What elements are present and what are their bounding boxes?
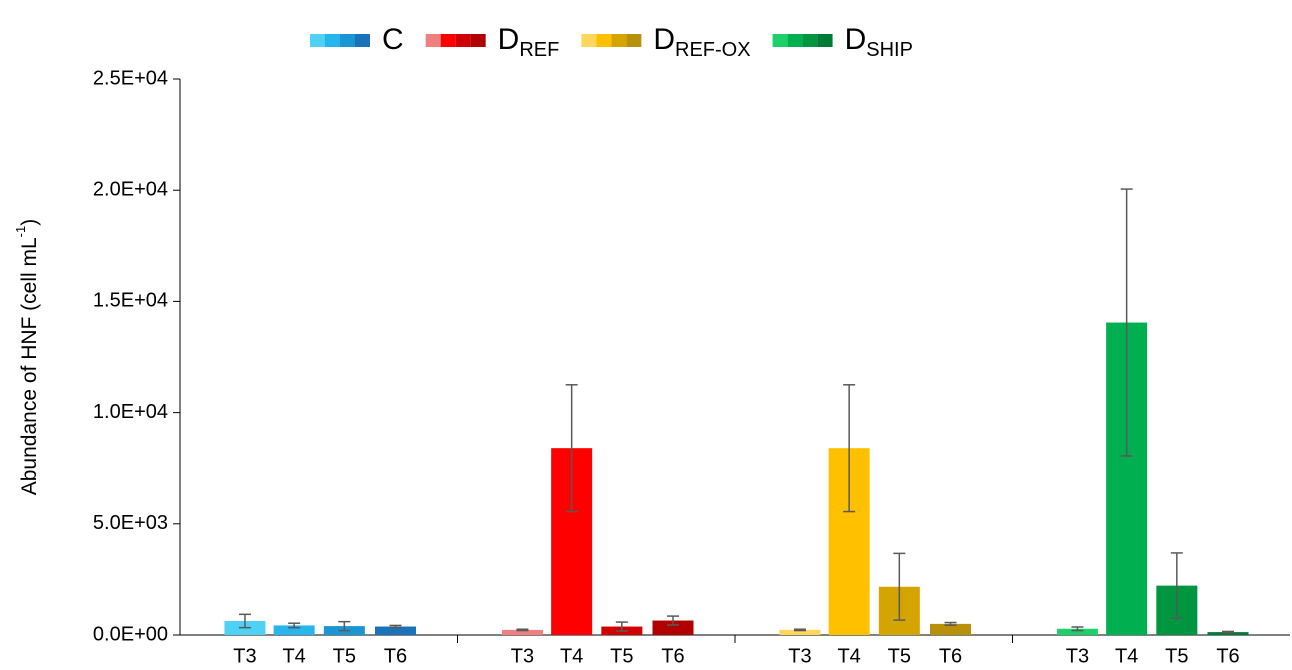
y-tick-label: 0.0E+00 [93, 623, 168, 645]
x-tick-label: T5 [333, 645, 356, 667]
y-tick-label: 5.0E+03 [93, 512, 168, 534]
legend-swatch [425, 34, 441, 47]
y-tick-label: 1.5E+04 [93, 290, 168, 312]
x-tick-label: T4 [837, 645, 860, 667]
legend-swatch [470, 34, 486, 47]
y-axis-label: Abundance of HNF (cell mL-1) [13, 219, 40, 496]
x-tick-label: T5 [610, 645, 633, 667]
legend-swatch [440, 34, 456, 47]
legend-swatch [611, 34, 627, 47]
legend-label: DREF-OX [653, 23, 750, 61]
x-tick-label: T3 [1066, 645, 1089, 667]
x-tick-label: T3 [511, 645, 534, 667]
y-label-suffix: ) [18, 219, 41, 226]
x-tick-label: T5 [1165, 645, 1188, 667]
legend-name: C [382, 23, 404, 56]
bar [930, 623, 972, 635]
x-tick-label: T3 [788, 645, 811, 667]
y-label-superscript: -1 [13, 226, 28, 238]
x-tick-label: T4 [282, 645, 305, 667]
legend-name: D [845, 23, 867, 56]
legend-swatch [455, 34, 471, 47]
legend-swatch [596, 34, 612, 47]
x-tick-label: T6 [939, 645, 962, 667]
legend-swatch [581, 34, 597, 47]
bar [1207, 632, 1249, 635]
bar [652, 620, 694, 635]
y-tick-label: 2.5E+04 [93, 67, 168, 89]
legend-swatch [817, 34, 833, 47]
legend-subscript: REF-OX [675, 39, 751, 61]
x-tick-label: T6 [384, 645, 407, 667]
legend-swatch [340, 34, 355, 47]
bar [375, 626, 417, 635]
x-tick-label: T3 [233, 645, 256, 667]
legend-name: D [498, 23, 520, 56]
bar [273, 625, 315, 635]
legend-label: DREF [498, 23, 560, 61]
x-tick-label: T6 [661, 645, 684, 667]
legend-subscript: REF [519, 39, 559, 61]
bar [501, 629, 543, 635]
y-tick-label: 1.0E+04 [93, 401, 168, 423]
legend-label: DSHIP [845, 23, 913, 61]
y-tick-label: 2.0E+04 [93, 178, 168, 200]
legend-label: C [382, 23, 404, 56]
legend-swatch [772, 34, 788, 47]
bar [779, 629, 821, 635]
legend-swatch [310, 34, 325, 47]
legend-swatch [325, 34, 340, 47]
x-tick-label: T6 [1216, 645, 1239, 667]
bar [1056, 628, 1098, 635]
legend-swatch [355, 34, 370, 47]
legend-swatch [787, 34, 803, 47]
legend-swatch [626, 34, 642, 47]
legend-swatch [802, 34, 818, 47]
legend-name: D [653, 23, 675, 56]
legend-subscript: SHIP [866, 39, 913, 61]
x-tick-label: T4 [560, 645, 583, 667]
y-label-text: Abundance of HNF (cell mL [18, 237, 41, 495]
x-tick-label: T4 [1115, 645, 1138, 667]
x-tick-label: T5 [888, 645, 911, 667]
